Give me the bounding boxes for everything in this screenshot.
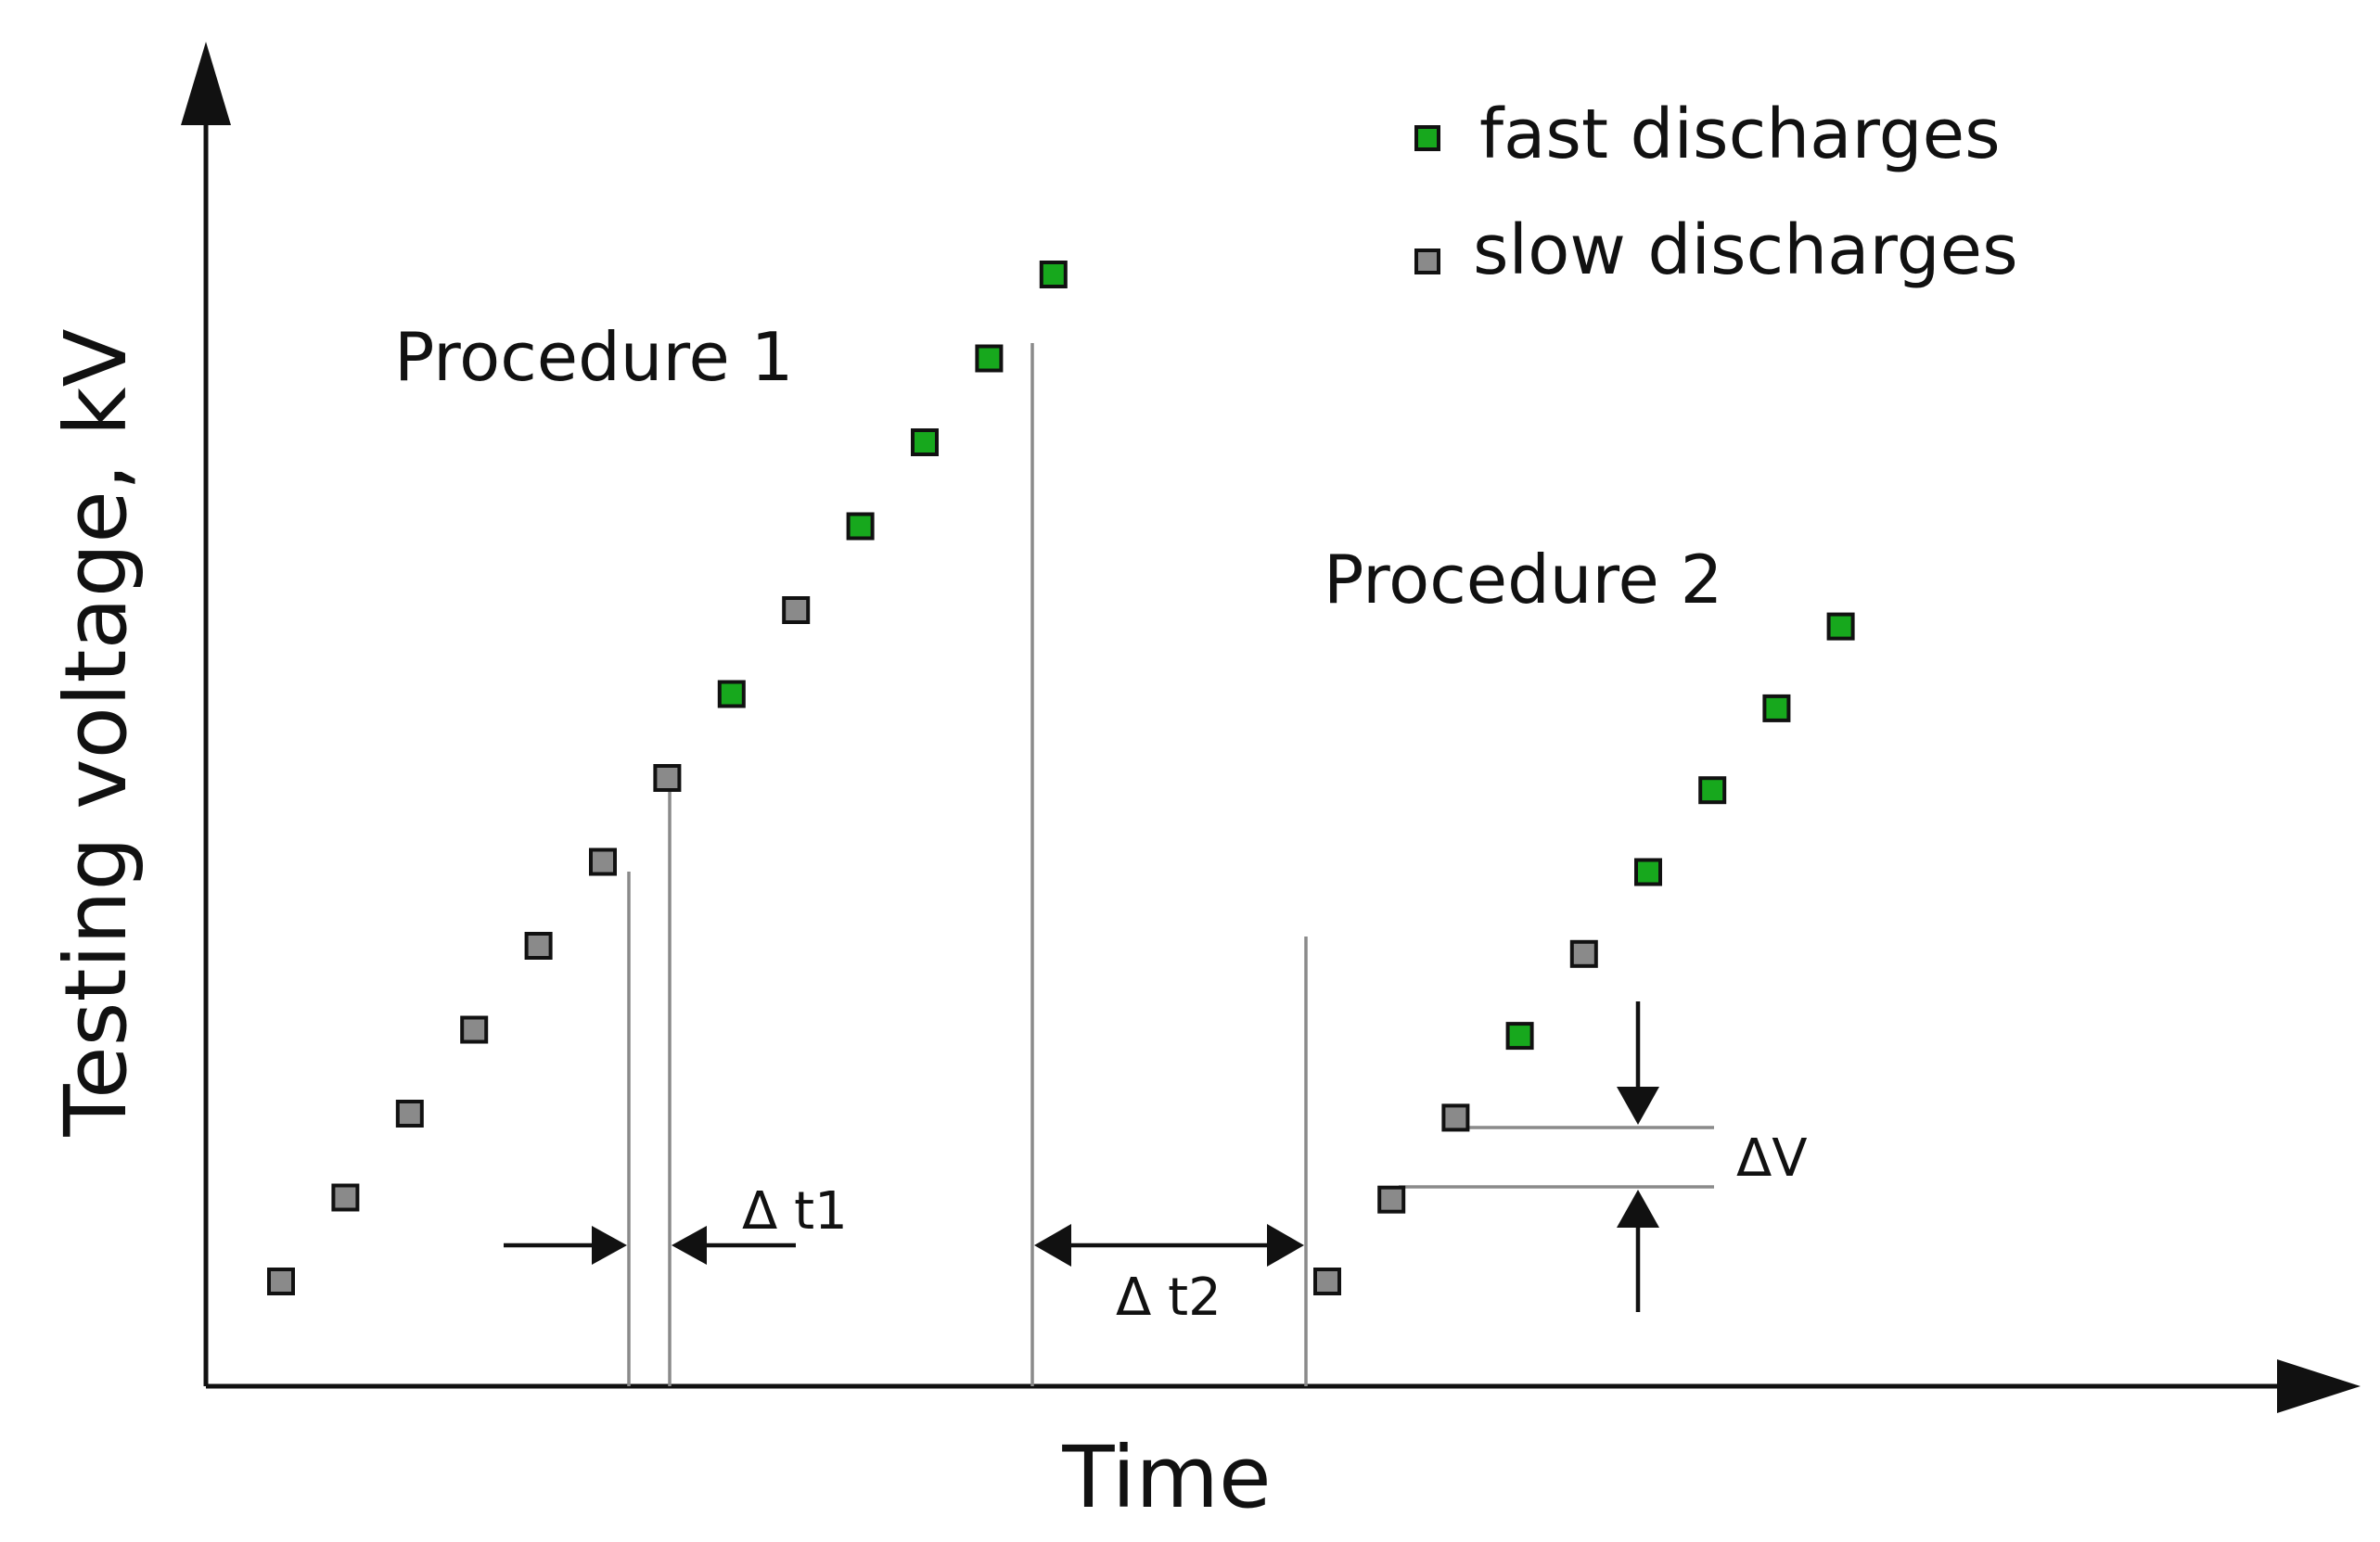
- dv-label: ΔV: [1736, 1128, 1808, 1189]
- dt1-label: Δ t1: [742, 1181, 848, 1242]
- dv-bottom-arrowhead: [1617, 1190, 1659, 1228]
- y-axis-title: Testing voltage, kV: [46, 328, 146, 1137]
- dt1-left-arrowhead: [592, 1226, 627, 1265]
- procedure2-slow-discharge-marker: [1569, 939, 1598, 968]
- dt2-right-arrowhead: [1267, 1224, 1304, 1267]
- procedure1-slow-discharge-marker: [782, 596, 811, 624]
- procedure2-fast-discharge-marker: [1634, 858, 1662, 886]
- procedure2-fast-discharge-marker: [1505, 1022, 1534, 1051]
- x-axis-title: Time: [1061, 1428, 1271, 1527]
- procedure1-fast-discharge-marker: [975, 344, 1004, 373]
- procedure2-slow-discharge-marker: [1377, 1185, 1406, 1214]
- procedure2-fast-discharge-marker: [1762, 694, 1791, 722]
- procedure2-slow-discharge-marker: [1441, 1103, 1470, 1132]
- legend-slow-label: slow discharges: [1473, 210, 2018, 290]
- procedure2-slow-discharge-marker: [1313, 1268, 1341, 1295]
- procedure1-slow-discharge-marker: [589, 847, 617, 876]
- legend-slow-marker: [1414, 249, 1440, 274]
- procedure-1-label: Procedure 1: [394, 318, 793, 396]
- procedure1-slow-discharge-marker: [395, 1100, 424, 1128]
- dt1-right-arrowhead: [672, 1226, 707, 1265]
- x-axis-arrowhead: [2277, 1359, 2361, 1413]
- procedure1-fast-discharge-marker: [1039, 261, 1068, 288]
- procedure1-slow-discharge-marker: [653, 764, 682, 792]
- procedure1-fast-discharge-marker: [911, 428, 939, 456]
- procedure1-slow-discharge-marker: [460, 1015, 489, 1044]
- procedure-2-label: Procedure 2: [1324, 541, 1722, 618]
- discharge-markers: [267, 261, 1855, 1295]
- procedure1-fast-discharge-marker: [717, 680, 746, 708]
- procedure1-slow-discharge-marker: [524, 932, 553, 960]
- procedure2-fast-discharge-marker: [1698, 776, 1727, 805]
- dt2-left-arrowhead: [1034, 1224, 1071, 1267]
- procedure1-fast-discharge-marker: [846, 512, 875, 541]
- dv-top-arrowhead: [1617, 1087, 1659, 1125]
- procedure2-fast-discharge-marker: [1826, 612, 1855, 641]
- dt2-label: Δ t2: [1116, 1268, 1222, 1328]
- y-axis-arrowhead: [181, 42, 231, 125]
- procedure1-slow-discharge-marker: [331, 1183, 360, 1212]
- legend-fast-label: fast discharges: [1479, 95, 2001, 174]
- procedure1-slow-discharge-marker: [267, 1268, 295, 1295]
- legend-fast-marker: [1414, 125, 1440, 151]
